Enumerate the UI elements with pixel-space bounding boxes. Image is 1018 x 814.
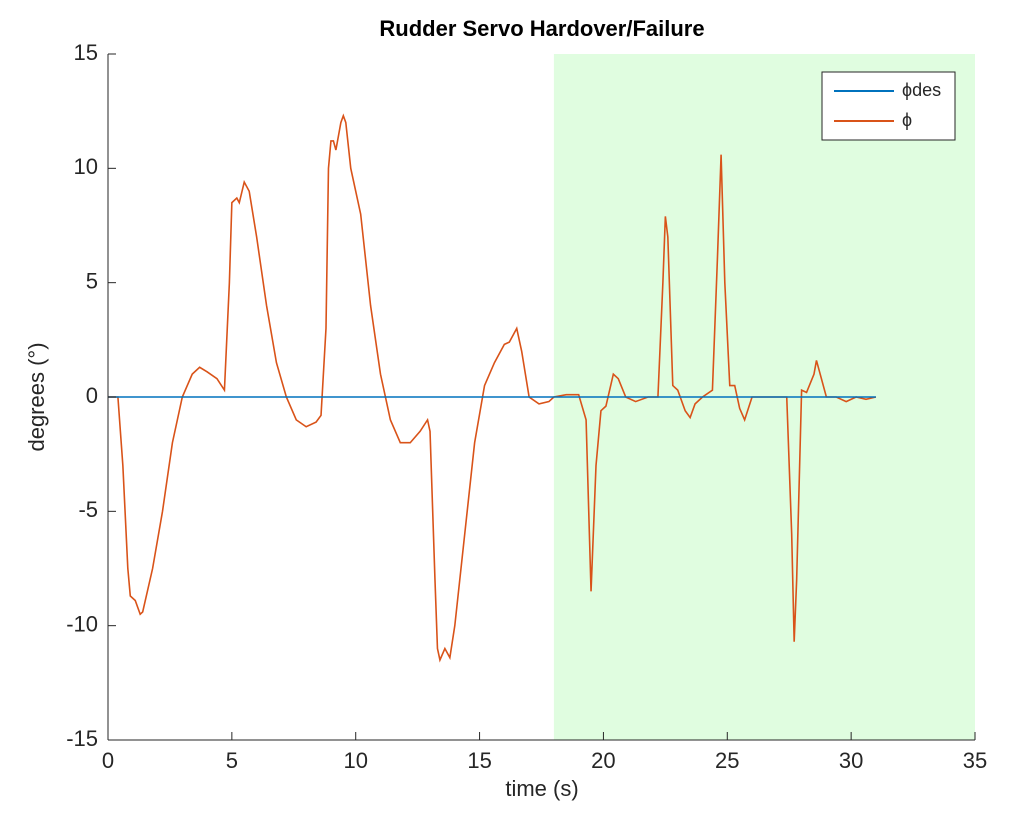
- x-axis-label: time (s): [505, 776, 578, 801]
- x-tick-label: 20: [591, 748, 615, 773]
- x-tick-label: 5: [226, 748, 238, 773]
- y-tick-label: -15: [66, 726, 98, 751]
- x-tick-label: 0: [102, 748, 114, 773]
- series-line: [108, 113, 877, 663]
- y-tick-label: 15: [74, 40, 98, 65]
- x-tick-label: 35: [963, 748, 987, 773]
- x-tick-label: 15: [467, 748, 491, 773]
- y-axis-label: degrees (°): [24, 342, 49, 451]
- legend-box: [821, 71, 956, 141]
- y-tick-label: -5: [78, 497, 98, 522]
- x-tick-label: 10: [343, 748, 367, 773]
- x-tick-label: 25: [715, 748, 739, 773]
- chart-title: Rudder Servo Hardover/Failure: [379, 16, 704, 41]
- y-tick-label: -10: [66, 611, 98, 636]
- axes-layer: 0 5 10 15 20 25 30 35 -15 -10 -5 0 5 10 15 ϕdes ϕ: [66, 40, 987, 773]
- y-tick-label: 0: [86, 383, 98, 408]
- y-tick-label: 10: [74, 154, 98, 179]
- lines-layer: [108, 113, 877, 663]
- y-tick-label: 5: [86, 268, 98, 293]
- legend-label: ϕdes: [902, 80, 941, 100]
- x-tick-label: 30: [839, 748, 863, 773]
- legend-label: ϕ: [902, 110, 912, 130]
